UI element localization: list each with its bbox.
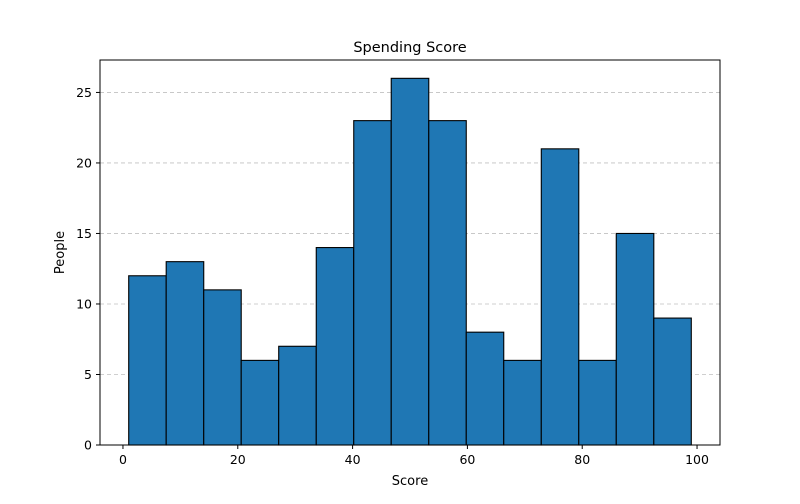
y-tick-label-5: 5	[84, 367, 92, 382]
y-axis-label: People	[53, 231, 68, 274]
bar-6	[315, 247, 355, 446]
bar-1	[128, 275, 167, 446]
x-tick-label-40: 40	[345, 452, 361, 467]
x-tick-label-20: 20	[230, 452, 246, 467]
x-axis-label: Score	[392, 474, 428, 489]
y-tick-label-15: 15	[76, 226, 92, 241]
x-axis-ticks: 0 20 40 60 80 100	[119, 445, 709, 467]
bar-15	[653, 317, 692, 446]
y-tick-label-10: 10	[76, 296, 92, 311]
bar-3	[203, 289, 242, 446]
bar-13	[578, 359, 617, 446]
x-tick-label-100: 100	[685, 452, 709, 467]
x-tick-label-60: 60	[459, 452, 475, 467]
y-tick-label-25: 25	[76, 85, 92, 100]
bar-14	[615, 232, 655, 446]
bar-4	[240, 359, 280, 446]
y-tick-label-0: 0	[84, 438, 92, 453]
bar-10	[465, 331, 505, 446]
bar-11	[503, 359, 542, 446]
bar-7	[353, 120, 392, 446]
bar-8	[390, 77, 430, 446]
y-tick-label-20: 20	[76, 155, 92, 170]
bar-5	[278, 345, 317, 446]
x-tick-label-0: 0	[119, 452, 127, 467]
y-axis-ticks: 0 5 10 15 20 25	[76, 85, 100, 453]
bar-9	[428, 120, 467, 446]
chart-title: Spending Score	[353, 40, 466, 56]
bar-2	[165, 261, 205, 446]
axes-frame	[99, 59, 721, 446]
bar-12	[540, 148, 580, 446]
bars	[128, 77, 692, 446]
x-tick-label-80: 80	[574, 452, 590, 467]
